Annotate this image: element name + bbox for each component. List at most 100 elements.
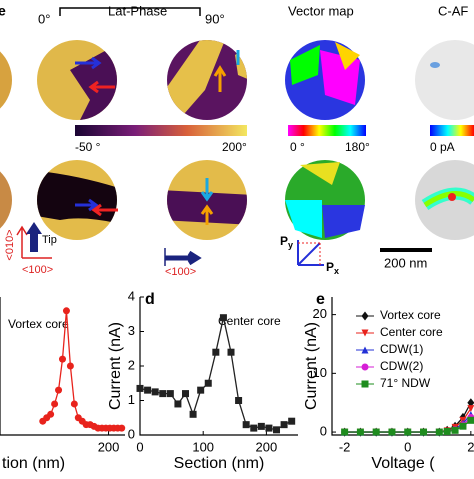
panel-letter: d [145,291,155,308]
y-tick-label: 20 [313,306,327,321]
label: x [334,266,339,276]
x-tick-label: 0 [136,439,143,454]
y-axis-label: Current (nA) [303,322,320,410]
marker [273,426,281,434]
legend-label: Vortex core [380,308,441,322]
marker [467,405,474,413]
marker [182,390,190,398]
marker [197,386,205,394]
marker [59,355,66,363]
marker [420,428,428,436]
marker [361,346,369,354]
label: <100> [165,266,196,278]
y-tick-label: 0 [320,424,327,439]
marker [51,400,59,408]
y-axis-label: Current (nA) [107,322,124,410]
legend-label: CDW(2) [380,359,423,373]
label: <010> [4,229,16,260]
marker [159,390,167,398]
x-tick-label: 200 [256,439,278,454]
label: Vector map [288,3,354,18]
marker [467,398,474,408]
marker [212,348,220,356]
marker [144,386,152,394]
label: 200 nm [384,255,427,270]
marker [372,428,380,436]
y-tick-label: 0 [128,426,135,441]
marker [118,424,126,432]
marker [70,400,78,408]
marker [443,427,451,435]
label: Lat-Phase [108,3,167,18]
y-tick-label: 3 [128,323,135,338]
marker [361,329,369,337]
axes [0,297,125,436]
annotation: Vortex core [8,317,69,331]
label: -50 ° [75,140,101,154]
marker [451,426,459,434]
marker [204,379,212,387]
labels: e 0° Lat-Phase 90° Vector map C-AF -50 °… [0,3,468,309]
legend-label: Center core [380,325,443,339]
x-tick-label: 0 [404,439,411,454]
marker [361,311,369,321]
marker [189,410,197,418]
x-tick-label: 200 [98,439,120,454]
label: 90° [205,11,225,26]
legend-label: CDW(1) [380,342,423,356]
marker [235,397,243,404]
marker [174,400,182,408]
y-tick-label: 10 [313,365,327,380]
marker [151,388,159,396]
marker [219,314,227,322]
marker [280,421,288,429]
x-tick-label: 100 [192,439,214,454]
marker [341,428,349,436]
label: e [0,3,6,19]
x-tick-label: -2 [339,439,351,454]
label: Py [280,234,293,250]
label: P [280,234,288,248]
marker [265,424,273,432]
legend-label: 71° NDW [380,376,431,390]
marker [388,428,396,436]
marker [361,363,369,371]
marker [361,380,369,388]
panel-letter: e [316,291,325,308]
marker [288,417,296,425]
label: y [288,240,293,250]
marker [459,422,467,430]
label: 0° [38,11,50,26]
y-tick-label: 2 [128,357,135,372]
label: 0 pA [430,140,455,154]
marker [47,410,55,418]
marker [62,307,70,315]
marker [404,428,412,436]
label: 200° [222,140,247,154]
marker [435,428,443,436]
marker [356,428,364,436]
marker [467,416,474,424]
marker [166,390,174,398]
y-tick-label: 4 [128,288,135,303]
x-axis-label: Voltage ( [371,455,435,472]
label: 180° [345,140,370,154]
x-axis-label: tion (nm) [2,455,65,472]
marker [136,384,144,392]
annotation: Center core [218,314,281,328]
label: <100> [22,264,53,276]
marker [227,348,235,356]
data-line [139,317,292,431]
label: Tip [42,234,57,246]
label: Px [326,260,339,276]
x-axis-label: Section (nm) [174,455,265,472]
x-tick-label: 2 [467,439,474,454]
marker [55,386,63,394]
marker [257,422,265,430]
marker [250,424,258,432]
marker [66,362,74,370]
y-tick-label: 1 [128,392,135,407]
marker [242,421,250,429]
